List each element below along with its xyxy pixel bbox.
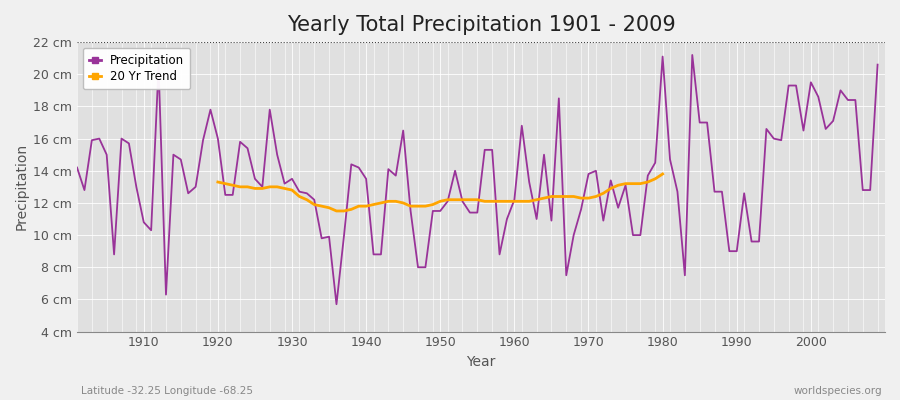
Y-axis label: Precipitation: Precipitation bbox=[15, 143, 29, 230]
Text: worldspecies.org: worldspecies.org bbox=[794, 386, 882, 396]
Text: Latitude -32.25 Longitude -68.25: Latitude -32.25 Longitude -68.25 bbox=[81, 386, 253, 396]
Legend: Precipitation, 20 Yr Trend: Precipitation, 20 Yr Trend bbox=[83, 48, 190, 89]
Title: Yearly Total Precipitation 1901 - 2009: Yearly Total Precipitation 1901 - 2009 bbox=[286, 15, 675, 35]
X-axis label: Year: Year bbox=[466, 355, 496, 369]
